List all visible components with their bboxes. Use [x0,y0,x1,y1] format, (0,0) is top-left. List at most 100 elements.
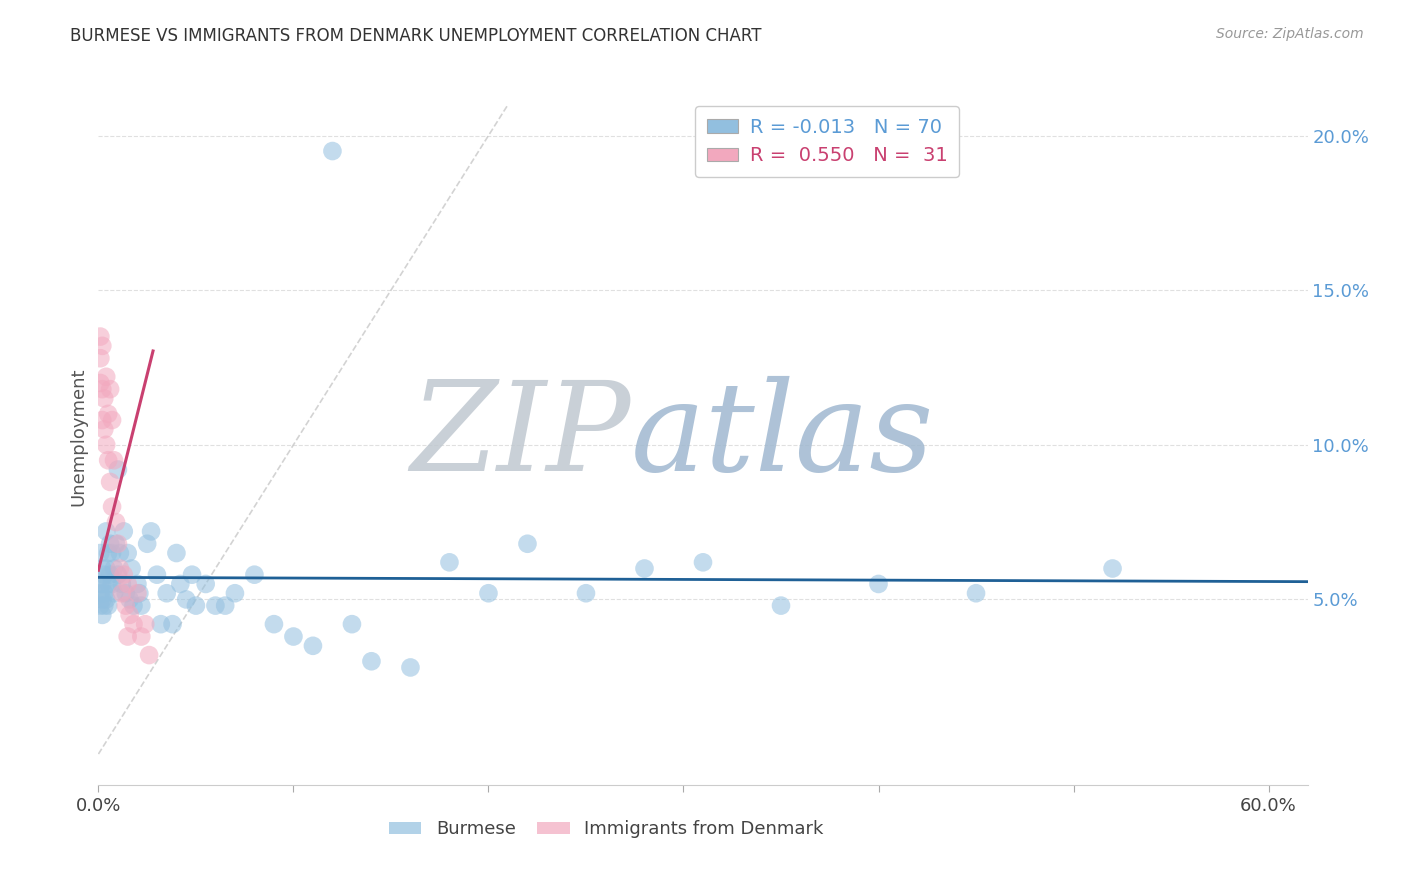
Point [321,144,343,158]
Point [633,561,655,575]
Point [103,453,125,467]
Point [91,382,114,396]
Point [184,599,207,613]
Point [112,524,135,539]
Point [112,567,135,582]
Point [91,339,114,353]
Point [263,617,285,632]
Point [122,617,145,632]
Point [97,599,120,613]
Point [91,413,114,427]
Point [965,586,987,600]
Point [114,586,136,600]
Point [108,546,131,560]
Point [162,617,184,632]
Point [224,586,246,600]
Legend: Burmese, Immigrants from Denmark: Burmese, Immigrants from Denmark [381,814,831,846]
Point [117,630,139,644]
Point [104,537,127,551]
Point [439,555,461,569]
Point [101,500,124,514]
Point [146,567,169,582]
Point [89,329,111,343]
Point [134,617,156,632]
Point [97,577,120,591]
Text: BURMESE VS IMMIGRANTS FROM DENMARK UNEMPLOYMENT CORRELATION CHART: BURMESE VS IMMIGRANTS FROM DENMARK UNEMP… [70,27,762,45]
Point [103,561,125,575]
Point [214,599,236,613]
Point [340,617,363,632]
Point [131,599,153,613]
Point [91,607,114,622]
Point [96,438,118,452]
Point [96,524,118,539]
Point [360,654,382,668]
Point [868,577,890,591]
Point [114,599,136,613]
Point [399,660,422,674]
Text: ZIP: ZIP [411,376,630,498]
Point [96,561,118,575]
Point [111,577,134,591]
Point [93,422,115,436]
Point [174,592,197,607]
Point [107,462,129,476]
Point [169,577,191,591]
Point [96,369,118,384]
Point [165,546,187,560]
Point [101,546,124,560]
Point [97,546,120,560]
Point [111,586,134,600]
Point [692,555,714,569]
Point [127,577,149,591]
Point [93,599,115,613]
Point [194,577,217,591]
Point [204,599,226,613]
Point [156,586,179,600]
Point [181,567,204,582]
Point [89,577,111,591]
Point [131,630,153,644]
Point [104,515,127,529]
Point [127,586,149,600]
Point [93,567,115,582]
Point [97,453,120,467]
Point [139,524,162,539]
Point [117,577,139,591]
Point [516,537,538,551]
Point [107,567,129,582]
Point [101,577,124,591]
Point [302,639,325,653]
Point [138,648,160,662]
Text: atlas: atlas [630,376,934,498]
Point [91,561,114,575]
Point [101,413,124,427]
Point [98,537,121,551]
Point [98,567,121,582]
Point [118,607,141,622]
Point [93,586,115,600]
Point [89,376,111,390]
Point [103,586,125,600]
Point [118,592,141,607]
Point [89,586,111,600]
Point [107,537,129,551]
Point [136,537,159,551]
Point [769,599,792,613]
Point [97,407,120,421]
Point [149,617,172,632]
Point [128,586,150,600]
Point [283,630,305,644]
Point [108,561,131,575]
Point [122,599,145,613]
Point [98,475,121,489]
Point [91,577,114,591]
Point [1101,561,1123,575]
Point [477,586,499,600]
Point [91,592,114,607]
Point [575,586,598,600]
Y-axis label: Unemployment: Unemployment [69,368,87,507]
Point [117,546,139,560]
Point [96,592,118,607]
Point [243,567,266,582]
